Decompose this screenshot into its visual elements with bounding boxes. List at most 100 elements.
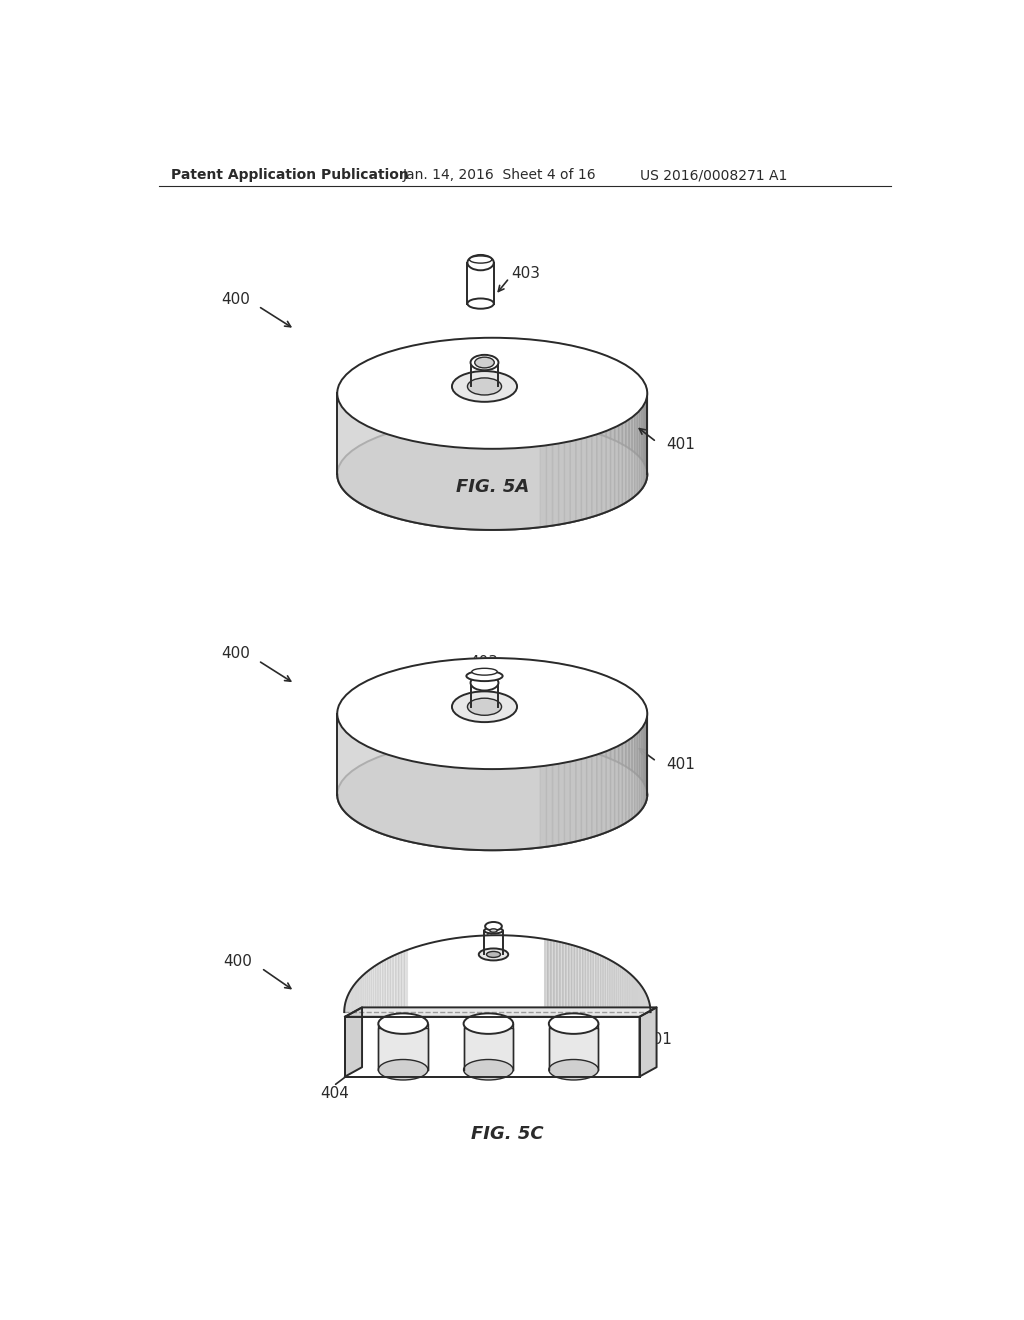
Polygon shape (582, 437, 587, 520)
Polygon shape (618, 424, 623, 507)
Polygon shape (385, 958, 388, 1012)
Ellipse shape (452, 371, 517, 401)
Polygon shape (606, 355, 610, 438)
Text: 400: 400 (221, 292, 251, 306)
Polygon shape (614, 962, 616, 1012)
Polygon shape (639, 983, 641, 1012)
Polygon shape (592, 671, 597, 754)
Polygon shape (623, 684, 626, 767)
Polygon shape (601, 956, 603, 1012)
Polygon shape (616, 964, 618, 1012)
Polygon shape (644, 383, 645, 466)
Ellipse shape (337, 418, 647, 529)
Polygon shape (548, 940, 551, 1012)
Polygon shape (610, 358, 614, 441)
Polygon shape (629, 688, 632, 771)
Text: 401: 401 (667, 437, 695, 451)
Ellipse shape (479, 949, 508, 961)
Polygon shape (606, 750, 610, 833)
Polygon shape (345, 1007, 656, 1016)
Polygon shape (635, 733, 637, 817)
Polygon shape (614, 425, 618, 508)
Polygon shape (575, 667, 582, 750)
Polygon shape (637, 374, 639, 457)
Polygon shape (618, 362, 623, 445)
Polygon shape (551, 940, 554, 1012)
Polygon shape (582, 758, 587, 840)
Polygon shape (574, 945, 578, 1012)
Polygon shape (623, 742, 626, 825)
Text: 400: 400 (223, 954, 252, 969)
Polygon shape (626, 685, 629, 768)
Polygon shape (597, 673, 601, 755)
Polygon shape (610, 747, 614, 830)
Polygon shape (575, 759, 582, 841)
Ellipse shape (485, 921, 502, 931)
Polygon shape (637, 731, 639, 814)
Ellipse shape (378, 1060, 428, 1080)
Polygon shape (570, 760, 575, 842)
Polygon shape (344, 936, 650, 1012)
Ellipse shape (489, 929, 498, 932)
Polygon shape (560, 942, 563, 1012)
Text: 402: 402 (562, 374, 591, 388)
Polygon shape (540, 341, 547, 422)
Polygon shape (628, 972, 630, 1012)
Polygon shape (606, 429, 610, 512)
Polygon shape (355, 981, 357, 1012)
Bar (345, 1016, 640, 1077)
Polygon shape (370, 969, 372, 1012)
Ellipse shape (486, 952, 501, 957)
Polygon shape (566, 944, 568, 1012)
Ellipse shape (467, 378, 502, 395)
Polygon shape (610, 428, 614, 511)
Ellipse shape (549, 1060, 598, 1080)
Polygon shape (629, 367, 632, 450)
Polygon shape (624, 969, 626, 1012)
Polygon shape (558, 763, 564, 845)
Polygon shape (634, 977, 636, 1012)
Polygon shape (558, 664, 564, 746)
Ellipse shape (378, 1014, 428, 1034)
Ellipse shape (471, 675, 499, 690)
Polygon shape (626, 739, 629, 822)
Polygon shape (337, 338, 647, 529)
Polygon shape (540, 445, 547, 527)
Polygon shape (607, 958, 610, 1012)
Text: Patent Application Publication: Patent Application Publication (171, 169, 409, 182)
Polygon shape (578, 946, 580, 1012)
Polygon shape (357, 979, 358, 1012)
Polygon shape (638, 982, 639, 1012)
Polygon shape (623, 363, 626, 446)
Polygon shape (563, 942, 566, 1012)
Polygon shape (629, 738, 632, 821)
Polygon shape (598, 954, 601, 1012)
Polygon shape (626, 420, 629, 503)
Polygon shape (610, 960, 612, 1012)
Polygon shape (632, 689, 635, 772)
Polygon shape (547, 342, 553, 424)
Polygon shape (540, 661, 547, 743)
Polygon shape (614, 746, 618, 829)
Polygon shape (547, 764, 553, 846)
Polygon shape (587, 669, 592, 752)
Polygon shape (380, 961, 383, 1012)
Polygon shape (597, 752, 601, 836)
Polygon shape (376, 964, 378, 1012)
Polygon shape (606, 676, 610, 759)
Ellipse shape (467, 255, 494, 271)
Polygon shape (351, 986, 353, 1012)
Polygon shape (564, 345, 570, 426)
Polygon shape (587, 436, 592, 519)
Polygon shape (632, 416, 635, 499)
Polygon shape (610, 677, 614, 760)
Polygon shape (401, 950, 404, 1012)
Polygon shape (564, 441, 570, 524)
Text: 404: 404 (321, 1086, 349, 1101)
Ellipse shape (469, 256, 492, 263)
Polygon shape (637, 981, 638, 1012)
Polygon shape (361, 974, 364, 1012)
Text: 401: 401 (643, 1032, 672, 1047)
Polygon shape (605, 957, 607, 1012)
Bar (549, 1028, 598, 1069)
